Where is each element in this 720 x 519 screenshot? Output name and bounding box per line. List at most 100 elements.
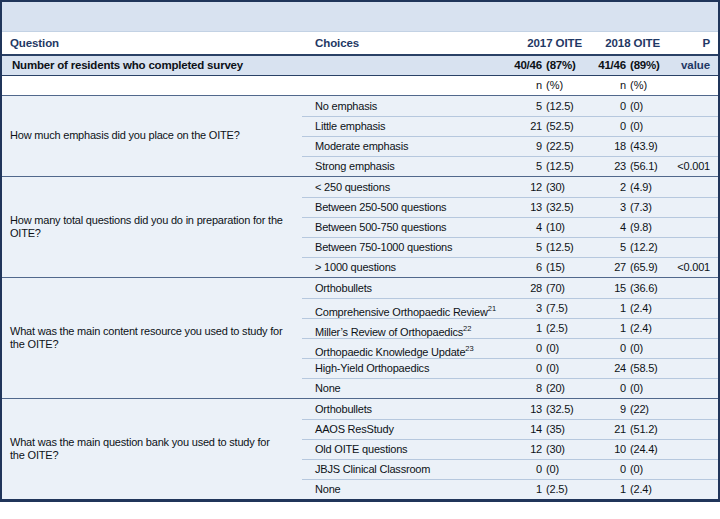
value-2018-n: 1 [592, 299, 626, 318]
survey-completion-label: Number of residents who completed survey [2, 56, 497, 75]
value-2017-n: 12 [497, 177, 542, 197]
subheader-p-value [676, 76, 718, 95]
value-2018-pct: (4.9) [630, 177, 676, 197]
value-2017-n: 13 [497, 399, 542, 419]
value-2017-pct: (12.5) [546, 157, 592, 176]
section-question-text: What was the main question bank you used… [10, 436, 286, 463]
section-question: What was the main question bank you used… [2, 399, 302, 499]
choice-row: AAOS ResStudy14(35)21(51.2) [302, 419, 718, 439]
sections: How much emphasis did you place on the O… [2, 95, 718, 499]
value-2018-n: 5 [592, 238, 626, 257]
p-value [676, 238, 718, 257]
choice-label: None [302, 379, 497, 398]
section-question-text: How many total questions did you do in p… [10, 214, 286, 241]
subheader-2018-pct: (%) [630, 76, 676, 95]
section-rows: Orthobullets13(32.5)9(22)AAOS ResStudy14… [302, 399, 718, 499]
value-2018-n: 0 [592, 460, 626, 479]
value-2018-n: 24 [592, 359, 626, 378]
p-value [676, 137, 718, 156]
p-value [676, 319, 718, 338]
column-header-2018-oite: 2018 OITE [592, 32, 676, 54]
subheader-2018-n: n [592, 76, 626, 95]
choice-label: Moderate emphasis [302, 137, 497, 156]
choice-label: JBJS Clinical Classroom [302, 460, 497, 479]
p-value [676, 117, 718, 136]
value-2017-n: 8 [497, 379, 542, 398]
choice-row: No emphasis5(12.5)0(0) [302, 96, 718, 116]
choice-label: Strong emphasis [302, 157, 497, 176]
value-2017-n: 4 [497, 218, 542, 237]
value-2017-pct: (20) [546, 379, 592, 398]
table-top-band [2, 2, 718, 32]
section-rows: No emphasis5(12.5)0(0)Little emphasis21(… [302, 96, 718, 176]
choice-label: Between 750-1000 questions [302, 238, 497, 257]
section-rows: < 250 questions12(30)2(4.9)Between 250-5… [302, 177, 718, 277]
value-2018-pct: (0) [630, 379, 676, 398]
value-2017-n: 12 [497, 440, 542, 459]
subheader-2017-pct: (%) [546, 76, 592, 95]
choice-row: Little emphasis21(52.5)0(0) [302, 116, 718, 136]
value-2018-pct: (0) [630, 117, 676, 136]
survey-results-table: Question Choices 2017 OITE 2018 OITE P v… [0, 0, 720, 502]
value-2018-n: 10 [592, 440, 626, 459]
survey-2017-n: 40/46 [497, 56, 542, 75]
value-2018-n: 2 [592, 177, 626, 197]
section-question-text: What was the main content resource you u… [10, 325, 286, 352]
column-header-choices: Choices [302, 32, 497, 54]
value-2018-n: 0 [592, 117, 626, 136]
value-2018-pct: (56.1) [630, 157, 676, 176]
choice-label: AAOS ResStudy [302, 420, 497, 439]
value-2018-n: 0 [592, 96, 626, 116]
choice-label: Orthobullets [302, 399, 497, 419]
value-2017-pct: (32.5) [546, 399, 592, 419]
question-section-3: What was the main content resource you u… [2, 277, 718, 398]
value-2017-n: 14 [497, 420, 542, 439]
value-2018-n: 1 [592, 480, 626, 499]
value-2018-n: 23 [592, 157, 626, 176]
column-header-question: Question [2, 32, 302, 54]
value-2017-n: 1 [497, 319, 542, 338]
value-2018-pct: (43.9) [630, 137, 676, 156]
value-2018-pct: (0) [630, 460, 676, 479]
choice-label: Orthobullets [302, 278, 497, 298]
value-2017-pct: (2.5) [546, 480, 592, 499]
value-2017-pct: (0) [546, 359, 592, 378]
choice-label: Between 250-500 questions [302, 198, 497, 217]
section-question-text: How much emphasis did you place on the O… [10, 129, 240, 143]
value-2017-pct: (32.5) [546, 198, 592, 217]
value-2017-pct: (30) [546, 177, 592, 197]
section-question: How much emphasis did you place on the O… [2, 96, 302, 176]
choice-row: Orthobullets28(70)15(36.6) [302, 278, 718, 298]
survey-2017-pct: (87%) [546, 56, 592, 75]
citation-superscript: 22 [463, 324, 471, 333]
p-value [676, 96, 718, 116]
value-2018-pct: (2.4) [630, 319, 676, 338]
value-2018-pct: (0) [630, 96, 676, 116]
survey-2018-pct: (89%) [630, 56, 676, 75]
value-2018-n: 3 [592, 198, 626, 217]
value-2018-pct: (0) [630, 339, 676, 358]
survey-2018-n: 41/46 [592, 56, 626, 75]
choice-row: Orthopaedic Knowledge Update230(0)0(0) [302, 338, 718, 358]
p-value [676, 278, 718, 298]
choice-label: None [302, 480, 497, 499]
value-2018-n: 0 [592, 379, 626, 398]
value-2017-pct: (35) [546, 420, 592, 439]
citation-superscript: 21 [488, 304, 496, 313]
value-2017-pct: (70) [546, 278, 592, 298]
p-value [676, 440, 718, 459]
citation-superscript: 23 [465, 344, 473, 353]
choice-row: Miller’s Review of Orthopaedics221(2.5)1… [302, 318, 718, 338]
value-2017-pct: (15) [546, 258, 592, 277]
value-2018-pct: (51.2) [630, 420, 676, 439]
p-value [676, 339, 718, 358]
value-2017-n: 0 [497, 359, 542, 378]
p-value [676, 399, 718, 419]
value-2017-n: 13 [497, 198, 542, 217]
survey-completion-row: Number of residents who completed survey… [2, 56, 718, 76]
choice-row: None8(20)0(0) [302, 378, 718, 398]
choice-row: Between 250-500 questions13(32.5)3(7.3) [302, 197, 718, 217]
choice-row: Between 750-1000 questions5(12.5)5(12.2) [302, 237, 718, 257]
value-2017-n: 1 [497, 480, 542, 499]
choice-row: High-Yield Orthopaedics0(0)24(58.5) [302, 358, 718, 378]
